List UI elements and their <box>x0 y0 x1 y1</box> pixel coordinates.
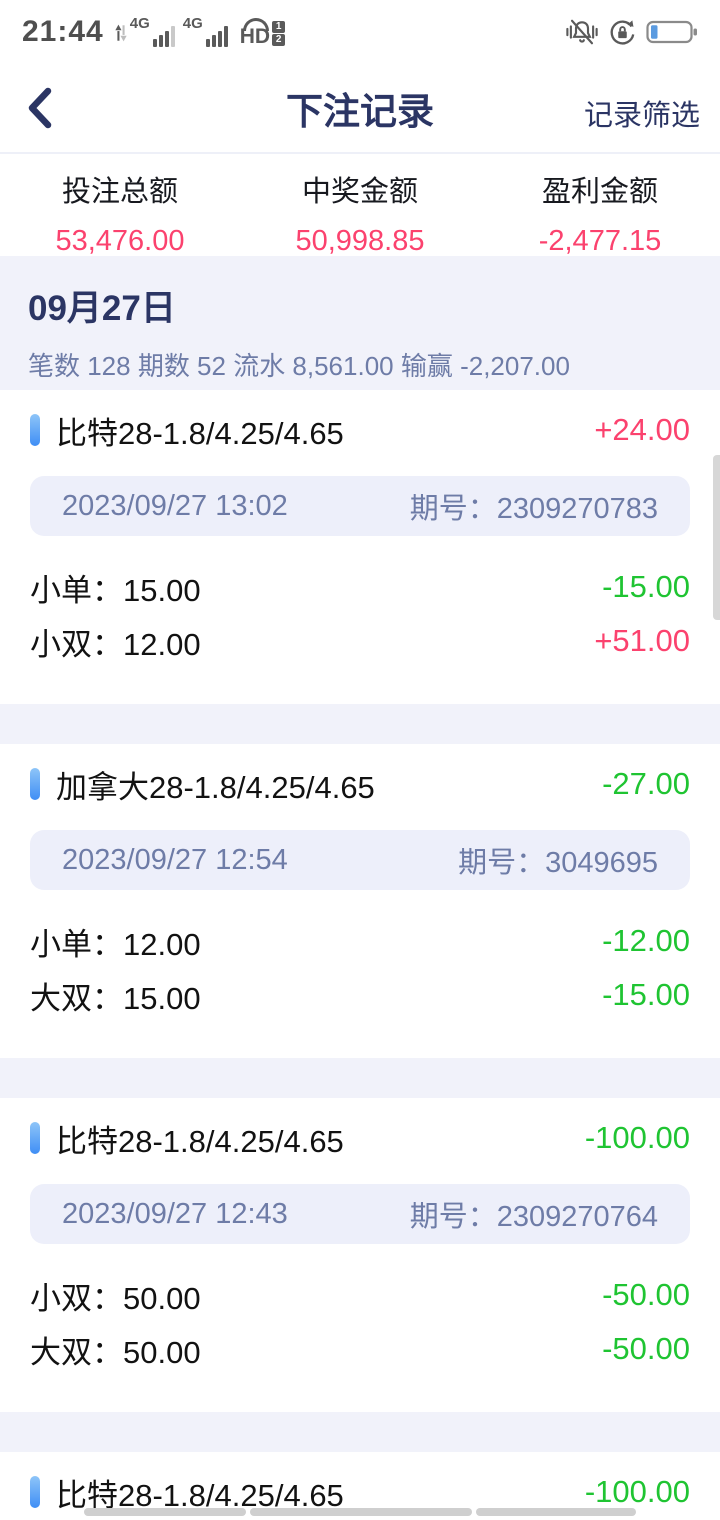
day-date: 09月27日 <box>28 289 176 328</box>
volte-sim2-badge: 2 <box>272 34 286 46</box>
bet-row: 小单：12.00 -12.00 <box>30 914 690 968</box>
bet-payout: -15.00 <box>602 569 690 604</box>
sim1-network-label: 4G <box>129 15 150 32</box>
battery-icon <box>646 20 697 44</box>
record-result: -100.00 <box>584 1474 690 1509</box>
record-bets: 小单：12.00 -12.00 大双：15.00 -15.00 <box>30 914 690 1022</box>
totals-summary: 投注总额 53,476.00 中奖金额 50,998.85 盈利金额 -2,47… <box>0 154 720 257</box>
bet-row: 小单：15.00 -15.00 <box>30 560 690 614</box>
record-result: -100.00 <box>584 1120 690 1155</box>
record-meta-bar: 2023/09/27 13:02 期号：2309270783 <box>30 476 690 536</box>
record-card[interactable]: 比特28-1.8/4.25/4.65 -100.00 2023/09/27 12… <box>0 1098 720 1412</box>
bet-label: 小双：50.00 <box>30 1280 201 1316</box>
back-button[interactable] <box>24 86 60 130</box>
record-bets: 小单：15.00 -15.00 小双：12.00 +51.00 <box>30 560 690 668</box>
record-head: 比特28-1.8/4.25/4.65 -100.00 <box>30 1120 690 1159</box>
bet-label: 小单：15.00 <box>30 572 201 608</box>
clock-text: 21:44 <box>22 15 104 48</box>
volte-arc <box>242 18 269 31</box>
android-nav-bar <box>0 1508 720 1516</box>
back-chevron-icon <box>28 87 52 129</box>
nav-recent-button[interactable] <box>84 1508 246 1516</box>
record-head: 比特28-1.8/4.25/4.65 +24.00 <box>30 412 690 451</box>
records-list: 比特28-1.8/4.25/4.65 +24.00 2023/09/27 13:… <box>0 390 720 1520</box>
record-title: 比特28-1.8/4.25/4.65 <box>56 1477 344 1513</box>
record-head: 比特28-1.8/4.25/4.65 -100.00 <box>30 1474 690 1513</box>
total-profit-column: 盈利金额 -2,477.15 <box>480 168 720 257</box>
record-issue: 期号：2309270764 <box>409 1201 658 1233</box>
total-win-label: 中奖金额 <box>301 176 418 208</box>
sim2-signal-bars <box>204 21 228 47</box>
record-result: +24.00 <box>594 412 690 447</box>
total-win-value: 50,998.85 <box>295 225 425 257</box>
bet-payout: +51.00 <box>594 623 690 658</box>
record-meta-bar: 2023/09/27 12:54 期号：3049695 <box>30 830 690 890</box>
bet-label: 大双：50.00 <box>30 1334 201 1370</box>
bet-payout: -12.00 <box>602 923 690 958</box>
total-win-column: 中奖金额 50,998.85 <box>240 168 480 257</box>
record-issue: 期号：2309270783 <box>409 493 658 525</box>
bet-label: 大双：15.00 <box>30 980 201 1016</box>
bet-payout: -15.00 <box>602 977 690 1012</box>
bet-label: 小双：12.00 <box>30 626 201 662</box>
record-meta-bar: 2023/09/27 12:43 期号：2309270764 <box>30 1184 690 1244</box>
record-marker-bar-icon <box>30 414 40 446</box>
total-profit-value: -2,477.15 <box>538 225 662 257</box>
record-bets: 小双：50.00 -50.00 大双：50.00 -50.00 <box>30 1268 690 1376</box>
total-profit-label: 盈利金额 <box>541 176 658 208</box>
day-stats: 笔数 128 期数 52 流水 8,561.00 输赢 -2,207.00 <box>28 351 570 381</box>
data-updown-arrows-icon <box>115 24 127 42</box>
rotation-lock-icon <box>610 19 635 44</box>
bet-payout: -50.00 <box>602 1331 690 1366</box>
volte-hd-icon: HD <box>240 17 270 47</box>
record-time: 2023/09/27 12:54 <box>62 843 288 876</box>
record-filter-button[interactable]: 记录筛选 <box>583 100 700 132</box>
sim2-network-label: 4G <box>182 15 203 32</box>
nav-back-button[interactable] <box>476 1508 636 1516</box>
status-bar: 21:44 4G 4G HD 1 2 <box>0 0 720 64</box>
record-marker-bar-icon <box>30 1122 40 1154</box>
bet-row: 大双：50.00 -50.00 <box>30 1322 690 1376</box>
record-time: 2023/09/27 12:43 <box>62 1197 288 1230</box>
vibrate-mute-icon <box>566 19 598 45</box>
volte-hd-label: HD <box>239 25 271 48</box>
record-time: 2023/09/27 13:02 <box>62 489 288 522</box>
record-head: 加拿大28-1.8/4.25/4.65 -27.00 <box>30 766 690 805</box>
volte-sim-badges: 1 2 <box>272 21 286 47</box>
record-issue: 期号：3049695 <box>458 847 658 879</box>
total-bet-label: 投注总额 <box>61 176 178 208</box>
day-group-header: 09月27日 笔数 128 期数 52 流水 8,561.00 输赢 -2,20… <box>0 256 720 390</box>
status-left-group: 21:44 4G 4G HD 1 2 <box>22 15 286 49</box>
bet-row: 小双：12.00 +51.00 <box>30 614 690 668</box>
record-result: -27.00 <box>602 766 690 801</box>
page-header: 下注记录 记录筛选 <box>0 64 720 154</box>
record-marker-bar-icon <box>30 768 40 800</box>
status-right-group <box>557 17 698 48</box>
nav-home-button[interactable] <box>250 1508 472 1516</box>
record-card[interactable]: 比特28-1.8/4.25/4.65 +24.00 2023/09/27 13:… <box>0 390 720 704</box>
record-title: 比特28-1.8/4.25/4.65 <box>56 415 344 451</box>
bet-row: 大双：15.00 -15.00 <box>30 968 690 1022</box>
page-title: 下注记录 <box>286 91 434 132</box>
record-card[interactable]: 加拿大28-1.8/4.25/4.65 -27.00 2023/09/27 12… <box>0 744 720 1058</box>
record-title: 比特28-1.8/4.25/4.65 <box>56 1123 344 1159</box>
record-title: 加拿大28-1.8/4.25/4.65 <box>56 769 375 805</box>
sim2-signal-icon: 4G <box>182 15 228 47</box>
scrollbar-thumb[interactable] <box>713 455 720 620</box>
bet-payout: -50.00 <box>602 1277 690 1312</box>
record-marker-bar-icon <box>30 1476 40 1508</box>
sim1-signal-icon: 4G <box>129 15 175 47</box>
volte-sim1-badge: 1 <box>272 21 286 33</box>
bet-row: 小双：50.00 -50.00 <box>30 1268 690 1322</box>
sim1-signal-bars <box>151 21 175 47</box>
total-bet-column: 投注总额 53,476.00 <box>0 168 240 257</box>
total-bet-value: 53,476.00 <box>55 225 185 257</box>
bet-label: 小单：12.00 <box>30 926 201 962</box>
